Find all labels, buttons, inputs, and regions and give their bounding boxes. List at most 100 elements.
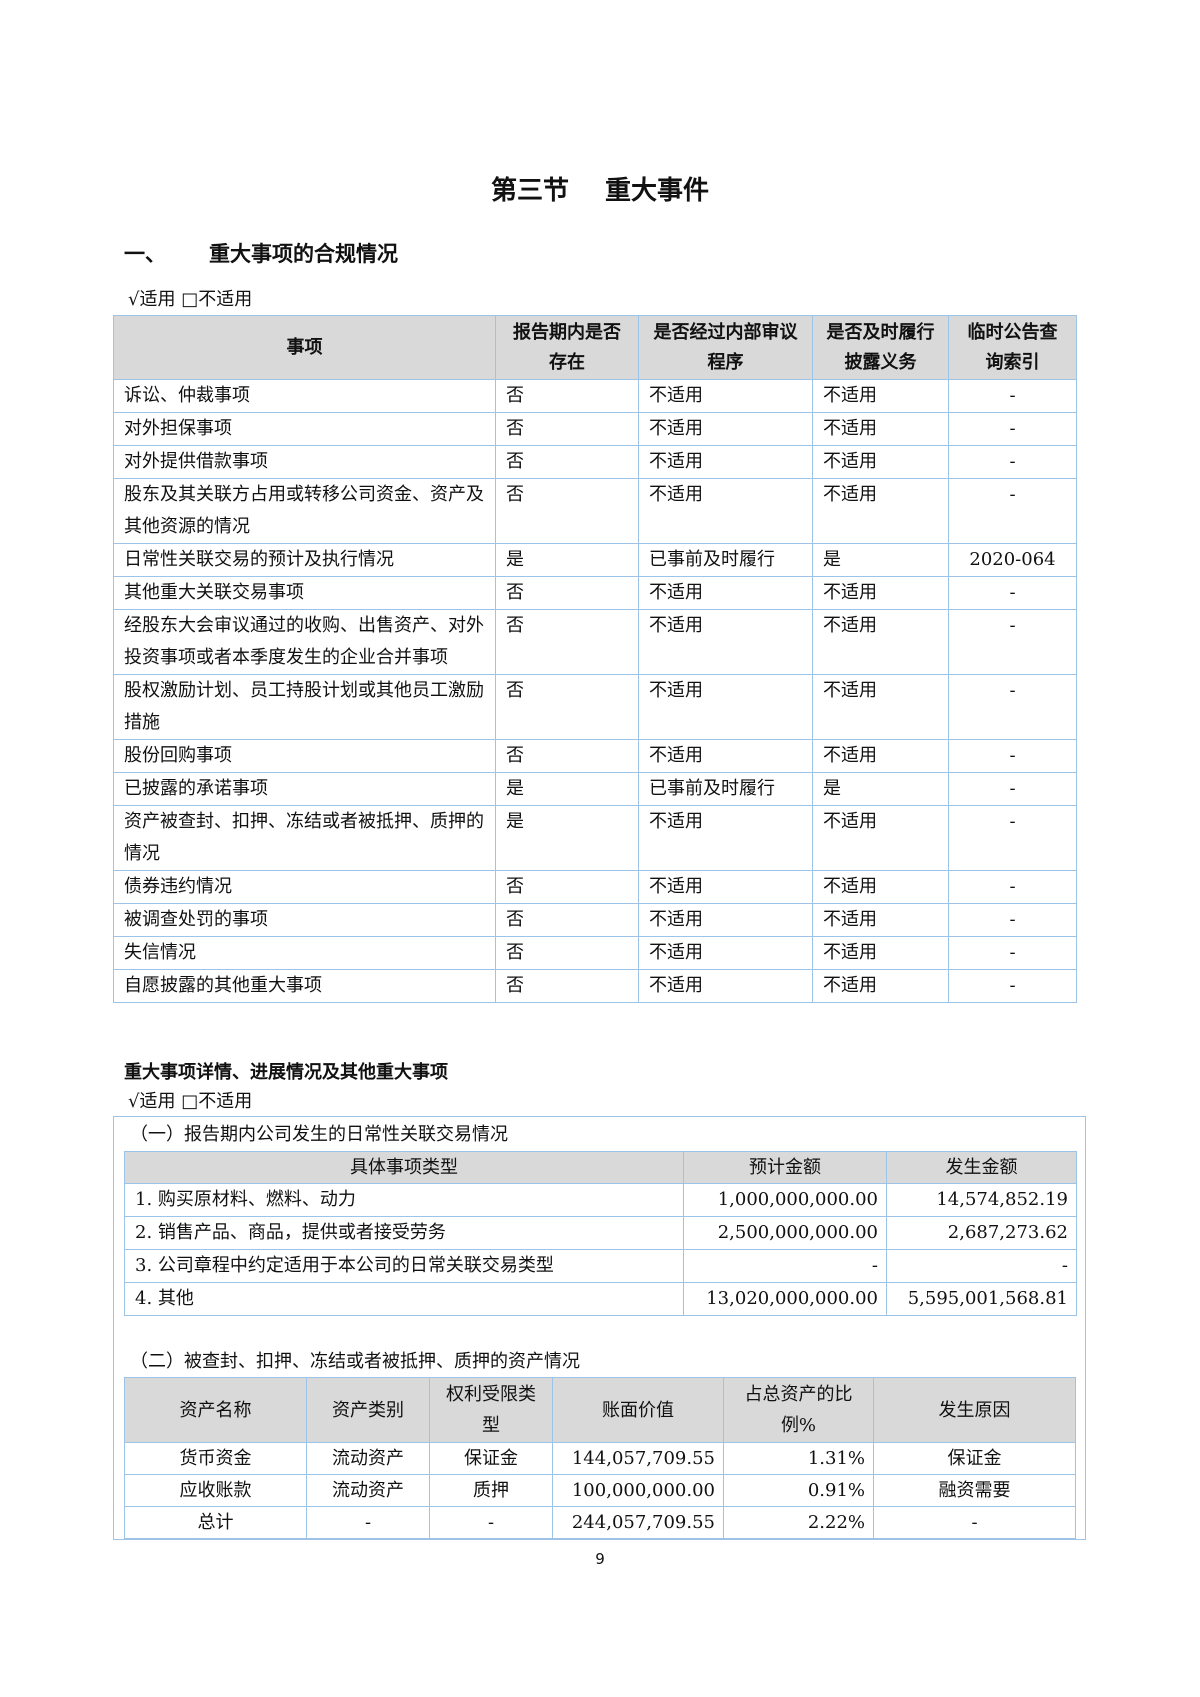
table-cell: 不适用 <box>638 969 813 1003</box>
table-cell: - <box>948 870 1077 904</box>
table-cell: 是 <box>495 805 639 871</box>
column-header: 临时公告查询索引 <box>948 315 1077 380</box>
table-cell: - <box>948 576 1077 610</box>
table-cell: 保证金 <box>429 1442 553 1475</box>
table-cell: 不适用 <box>812 576 949 610</box>
table-row: 资产被查封、扣押、冻结或者被抵押、质押的情况是不适用 不适用 - <box>113 805 1077 871</box>
table-cell: 不适用 <box>638 739 813 773</box>
column-header: 占总资产的比例% <box>723 1377 874 1443</box>
table-cell: 是 <box>495 772 639 806</box>
table-cell: 不适用 <box>812 805 949 871</box>
table-row: 3. 公司章程中约定适用于本公司的日常关联交易类型 - - <box>124 1249 1077 1283</box>
table-cell: 144,057,709.55 <box>552 1442 724 1475</box>
table-cell: 已披露的承诺事项 <box>113 772 496 806</box>
table-cell: 股权激励计划、员工持股计划或其他员工激励措施 <box>113 674 496 740</box>
table-cell: 是 <box>812 543 949 577</box>
table-cell: 总计 <box>124 1506 307 1539</box>
table-row: 自愿披露的其他重大事项否不适用 不适用 - <box>113 969 1077 1003</box>
table-cell: 1. 购买原材料、燃料、动力 <box>124 1183 684 1217</box>
table-row: 1. 购买原材料、燃料、动力 1,000,000,000.00 14,574,852… <box>124 1183 1077 1217</box>
table-cell: 否 <box>495 739 639 773</box>
table-cell: 不适用 <box>812 870 949 904</box>
table-cell: - <box>948 674 1077 740</box>
table-cell: 不适用 <box>812 969 949 1003</box>
table-cell: 货币资金 <box>124 1442 307 1475</box>
table-cell: 诉讼、仲裁事项 <box>113 379 496 413</box>
table-row: 货币资金 流动资产 保证金 144,057,709.55 1.31% 保证金 <box>124 1442 1076 1475</box>
table-row: 应收账款 流动资产 质押 100,000,000.00 0.91% 融资需要 <box>124 1474 1076 1507</box>
table-cell: 2,500,000,000.00 <box>683 1216 887 1250</box>
table-row: 对外提供借款事项否不适用 不适用 - <box>113 445 1077 479</box>
table-cell: 否 <box>495 609 639 675</box>
table-cell: 否 <box>495 870 639 904</box>
table-row: 经股东大会审议通过的收购、出售资产、对外投资事项或者本季度发生的企业合并事项否不… <box>113 609 1077 675</box>
table-cell: 否 <box>495 478 639 544</box>
column-header: 账面价值 <box>552 1377 724 1443</box>
table-cell: 融资需要 <box>873 1474 1076 1507</box>
table-cell: - <box>873 1506 1076 1539</box>
column-header: 具体事项类型 <box>124 1151 684 1184</box>
related-transactions-table: 具体事项类型 预计金额 发生金额 1. 购买原材料、燃料、动力 1,000,000,0… <box>124 1151 1077 1316</box>
table-row: 其他重大关联交易事项否不适用 不适用 - <box>113 576 1077 610</box>
table-row: 股东及其关联方占用或转移公司资金、资产及其他资源的情况否不适用 不适用 - <box>113 478 1077 544</box>
table-cell: 股份回购事项 <box>113 739 496 773</box>
table-row: 股权激励计划、员工持股计划或其他员工激励措施否不适用 不适用 - <box>113 674 1077 740</box>
table-cell: - <box>306 1506 430 1539</box>
title-part2: 重大事件 <box>605 176 710 206</box>
table-cell: 其他重大关联交易事项 <box>113 576 496 610</box>
table-cell: 100,000,000.00 <box>552 1474 724 1507</box>
table-cell: 不适用 <box>812 739 949 773</box>
table-cell: 股东及其关联方占用或转移公司资金、资产及其他资源的情况 <box>113 478 496 544</box>
table-cell: - <box>948 739 1077 773</box>
table-row: 股份回购事项否不适用 不适用 - <box>113 739 1077 773</box>
table-cell: 13,020,000,000.00 <box>683 1282 887 1316</box>
table-cell: - <box>948 412 1077 446</box>
column-header: 事项 <box>113 315 496 380</box>
table-cell: 不适用 <box>812 445 949 479</box>
table-cell: 4. 其他 <box>124 1282 684 1316</box>
table-cell: 不适用 <box>638 576 813 610</box>
table-row: 对外担保事项否不适用 不适用 - <box>113 412 1077 446</box>
table-cell: 否 <box>495 969 639 1003</box>
table-cell: 对外担保事项 <box>113 412 496 446</box>
table-cell: 否 <box>495 445 639 479</box>
section-number: 一、 <box>124 242 166 266</box>
table-cell: 保证金 <box>873 1442 1076 1475</box>
table-cell: 债券违约情况 <box>113 870 496 904</box>
table-cell: 2020-064 <box>948 543 1077 577</box>
table-cell: 0.91% <box>723 1474 874 1507</box>
table-cell: 2,687,273.62 <box>886 1216 1077 1250</box>
table-cell: 不适用 <box>638 445 813 479</box>
table-cell: 是 <box>812 772 949 806</box>
column-header: 权利受限类型 <box>429 1377 553 1443</box>
table-cell: 不适用 <box>812 903 949 937</box>
table-cell: - <box>886 1249 1077 1283</box>
table-cell: - <box>948 936 1077 970</box>
table-row: 4. 其他 13,020,000,000.00 5,595,001,568.81 <box>124 1282 1077 1316</box>
table-cell: 1.31% <box>723 1442 874 1475</box>
table-cell: 不适用 <box>812 379 949 413</box>
table-cell: 已事前及时履行 <box>638 543 813 577</box>
table-cell: 否 <box>495 412 639 446</box>
column-header: 资产名称 <box>124 1377 307 1443</box>
table-cell: 不适用 <box>638 936 813 970</box>
table-cell: 不适用 <box>638 609 813 675</box>
column-header: 预计金额 <box>683 1151 887 1184</box>
related-transactions-caption: （一）报告期内公司发生的日常性关联交易情况 <box>130 1124 508 1145</box>
table-cell: 对外提供借款事项 <box>113 445 496 479</box>
table-row: 诉讼、仲裁事项否不适用 不适用 - <box>113 379 1077 413</box>
table-cell: 否 <box>495 674 639 740</box>
table-cell: 1,000,000,000.00 <box>683 1183 887 1217</box>
column-header: 发生原因 <box>873 1377 1076 1443</box>
compliance-table: 事项 报告期内是否存在 是否经过内部审议程序 是否及时履行披露义务 临时公告查询索引 诉… <box>113 315 1077 1003</box>
table-cell: - <box>948 379 1077 413</box>
table-cell: 失信情况 <box>113 936 496 970</box>
table-cell: - <box>948 805 1077 871</box>
restricted-assets-table: 资产名称 资产类别 权利受限类型 账面价值 占总资产的比例% 发生原因 货币资金 流动资产保… <box>124 1377 1076 1539</box>
table-cell: 244,057,709.55 <box>552 1506 724 1539</box>
table-row: 已披露的承诺事项是已事前及时履行是 - <box>113 772 1077 806</box>
restricted-assets-caption: （二）被查封、扣押、冻结或者被抵押、质押的资产情况 <box>130 1351 580 1372</box>
table-cell: 否 <box>495 576 639 610</box>
table-cell: 14,574,852.19 <box>886 1183 1077 1217</box>
table-cell: - <box>683 1249 887 1283</box>
